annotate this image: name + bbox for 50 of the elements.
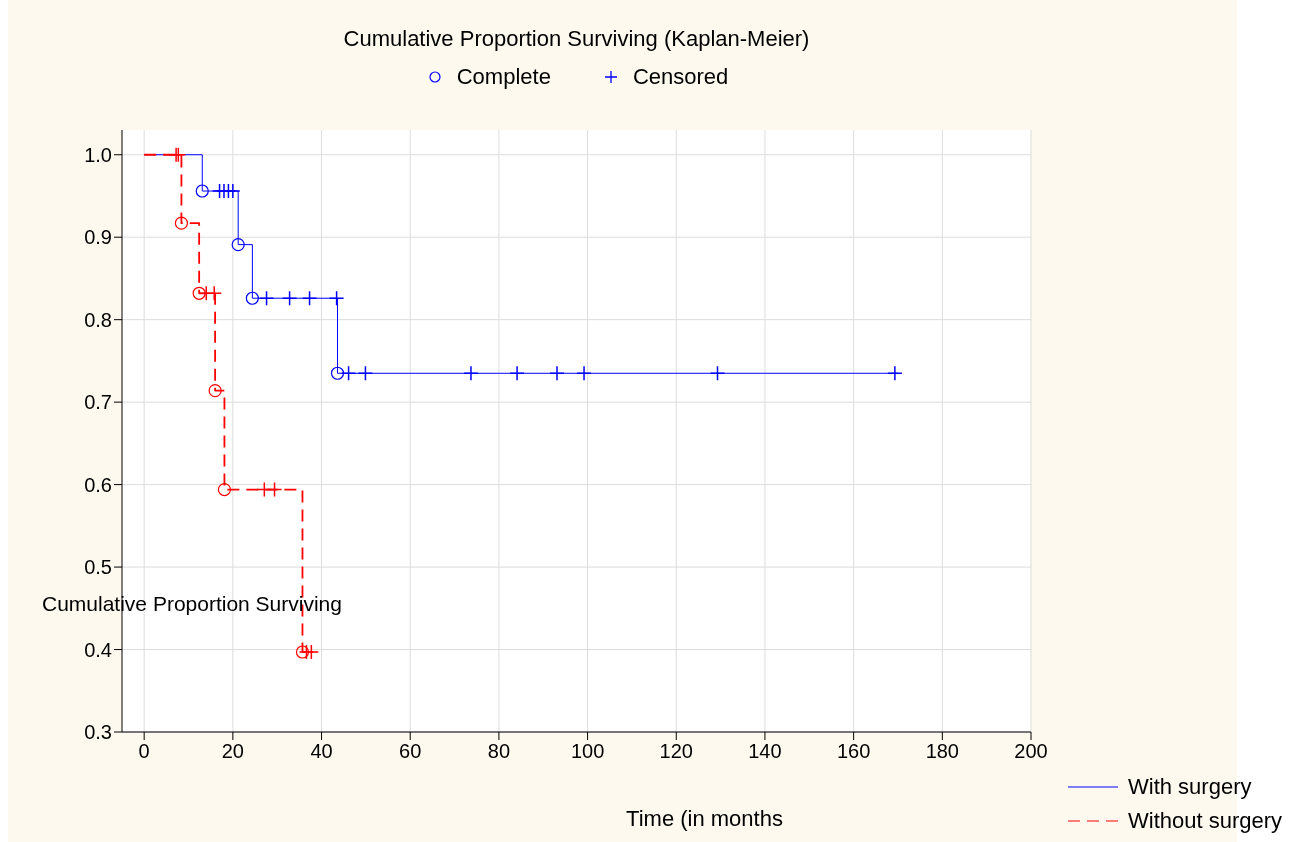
- point: [195, 184, 209, 198]
- y-tick-label: 0.4: [84, 638, 112, 661]
- y-tick-label: 0.6: [84, 473, 112, 496]
- y-tick-label: 0.7: [84, 391, 112, 414]
- point: [357, 365, 374, 382]
- point: [258, 290, 275, 306]
- x-tick-label: 120: [659, 740, 693, 763]
- point: [231, 238, 245, 252]
- y-tick-label: 1.0: [84, 143, 112, 166]
- y-tick-label: 0.3: [84, 721, 112, 744]
- x-tick-label: 180: [925, 740, 959, 763]
- legend-label: With surgery: [1128, 774, 1252, 800]
- point: [463, 365, 479, 382]
- x-tick-label: 40: [310, 740, 333, 763]
- point: [208, 383, 222, 398]
- chart-title: Cumulative Proportion Surviving (Kaplan-Meier): [342, 26, 811, 52]
- point: [509, 365, 525, 382]
- x-tick-label: 80: [487, 740, 511, 763]
- x-tick-label: 20: [221, 740, 244, 763]
- point: [217, 482, 232, 497]
- y-axis-title: Cumulative Proportion Surviving: [42, 592, 342, 616]
- point: [281, 290, 298, 306]
- x-axis-title: Time (in months: [626, 806, 783, 831]
- x-tick-label: 0: [138, 740, 150, 763]
- point: [549, 365, 565, 382]
- point: [295, 645, 310, 659]
- point: [330, 366, 345, 380]
- x-tick-label: 160: [836, 740, 871, 763]
- x-tick-label: 140: [748, 740, 782, 763]
- y-tick-label: 0.5: [84, 556, 112, 579]
- point: [303, 644, 320, 660]
- point: [301, 290, 318, 306]
- legend-label: Without surgery: [1128, 808, 1283, 834]
- y-tick-label: 0.8: [84, 308, 112, 331]
- point: [709, 365, 726, 382]
- legend-label: Complete: [456, 64, 551, 90]
- point: [340, 365, 357, 382]
- point: [266, 481, 283, 498]
- point: [328, 290, 345, 306]
- point: [174, 216, 189, 230]
- point: [576, 365, 592, 382]
- x-tick-label: 100: [570, 740, 605, 763]
- point: [887, 365, 903, 382]
- x-tick-label: 200: [1014, 740, 1048, 763]
- point: [245, 291, 259, 305]
- x-tick-label: 60: [399, 740, 422, 763]
- y-tick-label: 0.9: [84, 226, 112, 249]
- point: [192, 286, 206, 300]
- legend-label: Censored: [632, 64, 729, 90]
- point: [206, 285, 222, 302]
